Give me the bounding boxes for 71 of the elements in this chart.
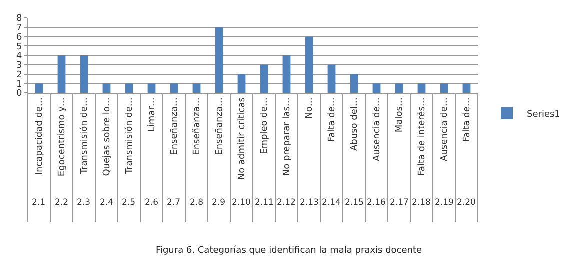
y-tick-label: 7 bbox=[16, 24, 22, 34]
bar bbox=[260, 64, 268, 93]
text: 2.6 bbox=[145, 198, 159, 208]
bar bbox=[192, 84, 201, 93]
x-tick-label: Transmisión de… bbox=[124, 98, 136, 176]
bar bbox=[58, 56, 66, 93]
bar bbox=[35, 84, 44, 93]
bar bbox=[440, 84, 448, 93]
y-tick-label: 2 bbox=[16, 70, 22, 80]
bar bbox=[350, 74, 358, 93]
y-tick-label: 0 bbox=[16, 89, 22, 100]
x-tick-label: Falta de… bbox=[462, 98, 473, 142]
text: 2.18 bbox=[412, 198, 431, 208]
bar bbox=[170, 84, 178, 93]
bar bbox=[395, 84, 404, 93]
bar bbox=[328, 64, 336, 93]
text: 2.8 bbox=[190, 198, 204, 208]
text: 2.1 bbox=[32, 198, 46, 208]
text: 2.4 bbox=[100, 198, 114, 208]
x-tick-label: No… bbox=[305, 98, 316, 119]
y-tick-label: 4 bbox=[16, 52, 22, 62]
x-tick-label: Quejas sobre lo… bbox=[102, 98, 113, 176]
y-tick-label: 5 bbox=[16, 42, 22, 52]
y-tick-label: 1 bbox=[16, 80, 22, 90]
x-tick-label: Falta de interés… bbox=[416, 98, 428, 176]
x-tick-label: Falta de… bbox=[328, 98, 338, 142]
bar bbox=[238, 74, 246, 93]
bar bbox=[372, 84, 381, 93]
y-tick-label: 8 bbox=[16, 14, 22, 24]
x-tick-label: Malos… bbox=[395, 98, 406, 133]
bar bbox=[102, 84, 111, 93]
bar bbox=[418, 84, 426, 93]
x-tick-label: Enseñanza… bbox=[215, 98, 226, 156]
text: 2.5 bbox=[122, 198, 136, 208]
legend-label: Series1 bbox=[527, 110, 560, 120]
x-tick-label: Enseñanza… bbox=[170, 98, 180, 156]
x-tick-label: Limar… bbox=[148, 98, 158, 132]
text: Figura 6. Categorías que identifican la mala praxis docente bbox=[156, 245, 423, 256]
x-tick-label: Incapacidad de… bbox=[35, 98, 46, 176]
text: 2.9 bbox=[212, 198, 226, 208]
x-tick-label: Ausencia de… bbox=[440, 98, 450, 162]
text: 2.11 bbox=[255, 198, 274, 208]
text: 2.7 bbox=[167, 198, 181, 208]
bar bbox=[305, 36, 314, 93]
text: 2.17 bbox=[390, 198, 409, 208]
text: 2.2 bbox=[55, 198, 69, 208]
bar bbox=[80, 56, 88, 93]
text: 2.14 bbox=[322, 198, 341, 208]
x-tick-label: Enseñanza… bbox=[192, 98, 203, 156]
y-tick-label: 3 bbox=[16, 61, 22, 72]
text: 2.12 bbox=[277, 198, 296, 208]
text: 2.19 bbox=[435, 198, 454, 208]
bar bbox=[148, 84, 156, 93]
bar bbox=[462, 84, 471, 93]
bar bbox=[125, 84, 134, 93]
x-tick-label: Transmisión de… bbox=[79, 98, 90, 176]
x-tick-label: No admitir críticas bbox=[236, 97, 248, 180]
text: 2.13 bbox=[300, 198, 319, 208]
text: 2.10 bbox=[232, 198, 251, 208]
bar bbox=[215, 27, 224, 93]
x-tick-label: No preparar las… bbox=[282, 98, 293, 176]
text: 2.3 bbox=[77, 198, 91, 208]
bar bbox=[282, 56, 291, 93]
x-tick-label: Abuso del… bbox=[350, 98, 360, 151]
y-tick-label: 6 bbox=[16, 32, 22, 43]
text: 2.16 bbox=[367, 198, 386, 208]
text: 2.20 bbox=[457, 198, 476, 208]
x-tick-label: Ausencia de… bbox=[372, 98, 383, 162]
x-tick-label: Egocentrismo y… bbox=[58, 98, 68, 177]
x-tick-label: Empleo de… bbox=[260, 98, 270, 154]
text: 2.15 bbox=[345, 198, 364, 208]
